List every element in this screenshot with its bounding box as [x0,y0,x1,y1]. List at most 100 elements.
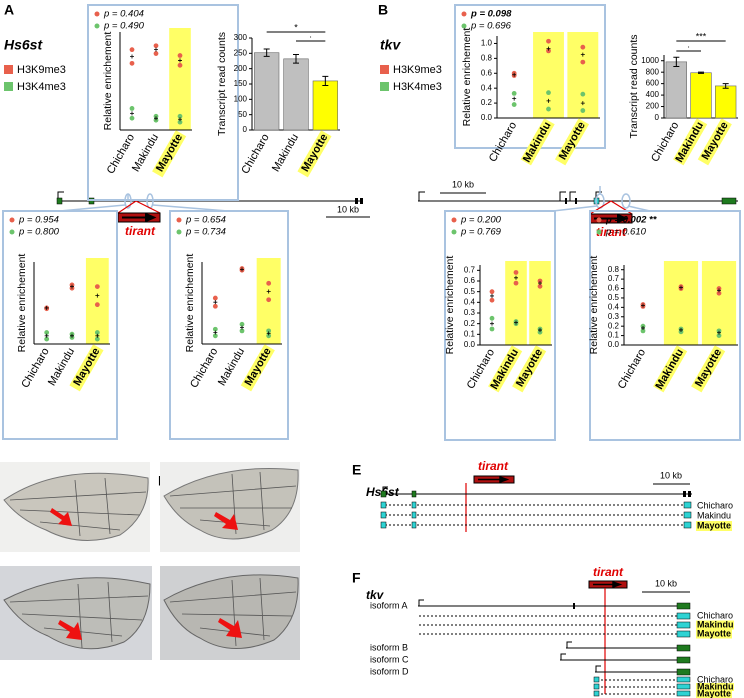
p-dot [9,217,15,223]
point [239,328,245,334]
point [212,333,218,339]
panel-label: F [352,570,361,586]
tss [418,599,424,606]
exon [676,602,691,610]
exon [593,690,600,697]
x-tick-label: Mayotte [557,120,588,162]
point [513,280,519,286]
y-tick-label: 0.3 [608,312,620,321]
point [266,297,272,303]
point [177,119,183,125]
y-tick-label: 0.0 [464,340,476,349]
mean [512,96,517,101]
panel-box [2,210,118,440]
point [489,297,495,303]
highlight [169,28,191,130]
y-tick-label: 200 [234,64,248,73]
strain-label: Makindu [697,510,731,520]
x-tick-label: Makindu [270,132,301,174]
label-highlight [152,130,187,178]
arrow [218,618,242,638]
y-tick-label: 0.5 [608,293,620,302]
p-dot [176,217,182,223]
legend-label: H3K4me3 [393,81,442,93]
isoform-label: isoform D [370,666,409,676]
x-tick-label: Makindu [653,347,686,392]
label-highlight [691,345,726,393]
arrow [50,508,72,526]
y-tick-label: 1000 [641,56,659,65]
strain-label: Chicharo [697,500,733,510]
point [489,315,495,321]
y-axis-title: Relative enrichement [102,32,114,131]
y-tick-label: 0 [655,113,660,122]
locus [621,193,631,209]
legend-swatch [4,82,13,91]
strain-label: Chicharo [697,610,733,620]
y-tick-label: 200 [646,102,660,111]
p-value: p = 0.954 [18,215,59,226]
label-highlight [554,118,590,166]
bar [312,80,338,131]
point [177,113,183,119]
mean [490,293,494,298]
exon [56,197,63,205]
gene-name: Hs6st [4,37,43,53]
label-highlight [297,130,332,178]
y-axis-title: Relative enrichement [184,254,196,353]
point [94,302,100,308]
exon [676,690,691,697]
tss [595,665,601,672]
exon [676,630,691,638]
te-arrow [478,475,510,484]
point [489,289,495,295]
highlight [696,690,732,698]
mean [546,46,551,51]
error-bar [263,48,270,57]
significance-label: · [309,31,312,41]
panel-box [169,210,289,440]
te-label: tirant [125,224,156,238]
point [239,321,245,327]
point [266,328,272,334]
exon [411,511,417,519]
point [537,329,543,335]
p-value: p = 0.800 [18,227,60,238]
highlight [696,683,734,691]
y-tick-label: 0.1 [464,329,476,338]
point [580,91,586,97]
y-axis-title: Transcript read counts [216,32,228,136]
y-tick-label: 50 [238,110,247,119]
point [580,44,586,50]
mean [44,305,49,310]
exon [411,490,417,498]
scale-label: 10 kb [660,470,682,480]
label-highlight [653,345,688,393]
point [177,53,183,58]
point [212,326,218,332]
p-value: p = 0.654 [185,215,226,226]
x-tick-label: Chicharo [239,132,271,176]
legend-swatch [4,65,13,74]
mean [130,111,134,116]
te-arrow [122,212,157,223]
y-tick-label: 0.8 [608,265,620,274]
y-axis-title: Transcript read counts [628,34,640,138]
mean [154,47,158,52]
point [266,280,272,286]
p-dot [94,23,100,29]
y-tick-label: 0.7 [608,274,620,283]
mean [266,289,271,294]
mean [641,326,645,331]
exon [676,656,691,664]
panel-box [589,210,741,441]
y-tick-label: 0.2 [464,319,476,328]
gene-diagram-b: tirant 10 kb [418,179,738,239]
exon [355,198,358,204]
y-tick-label: 150 [234,79,248,88]
strain-label: Makindu [697,681,734,691]
p-value: p = 0.002 ** [605,215,658,226]
point [94,330,100,335]
p-dot [596,217,602,223]
legend-label: H3K9me3 [393,64,442,76]
